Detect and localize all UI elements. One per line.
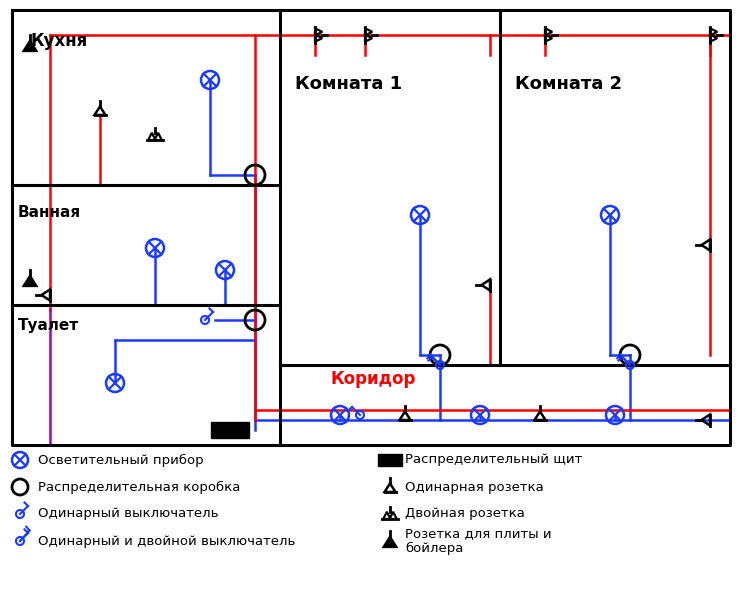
Bar <box>211 422 249 438</box>
Text: Распределительный щит: Распределительный щит <box>405 454 582 467</box>
Text: Двойная розетка: Двойная розетка <box>405 508 525 520</box>
Text: Ванная: Ванная <box>18 205 81 220</box>
Text: Туалет: Туалет <box>18 318 80 333</box>
Text: Одинарная розетка: Одинарная розетка <box>405 481 544 493</box>
Text: Одинарный выключатель: Одинарный выключатель <box>38 508 218 520</box>
Text: Одинарный и двойной выключатель: Одинарный и двойной выключатель <box>38 535 296 547</box>
Text: Комната 1: Комната 1 <box>295 75 402 93</box>
Bar <box>378 454 402 466</box>
Text: Распределительная коробка: Распределительная коробка <box>38 481 240 494</box>
Text: Комната 2: Комната 2 <box>515 75 622 93</box>
Text: Коридор: Коридор <box>330 370 416 388</box>
Polygon shape <box>23 41 37 51</box>
Polygon shape <box>23 275 37 286</box>
Polygon shape <box>383 536 397 547</box>
Text: Кухня: Кухня <box>30 32 87 50</box>
Text: Розетка для плиты и
бойлера: Розетка для плиты и бойлера <box>405 527 551 555</box>
Text: Осветительный прибор: Осветительный прибор <box>38 454 203 467</box>
